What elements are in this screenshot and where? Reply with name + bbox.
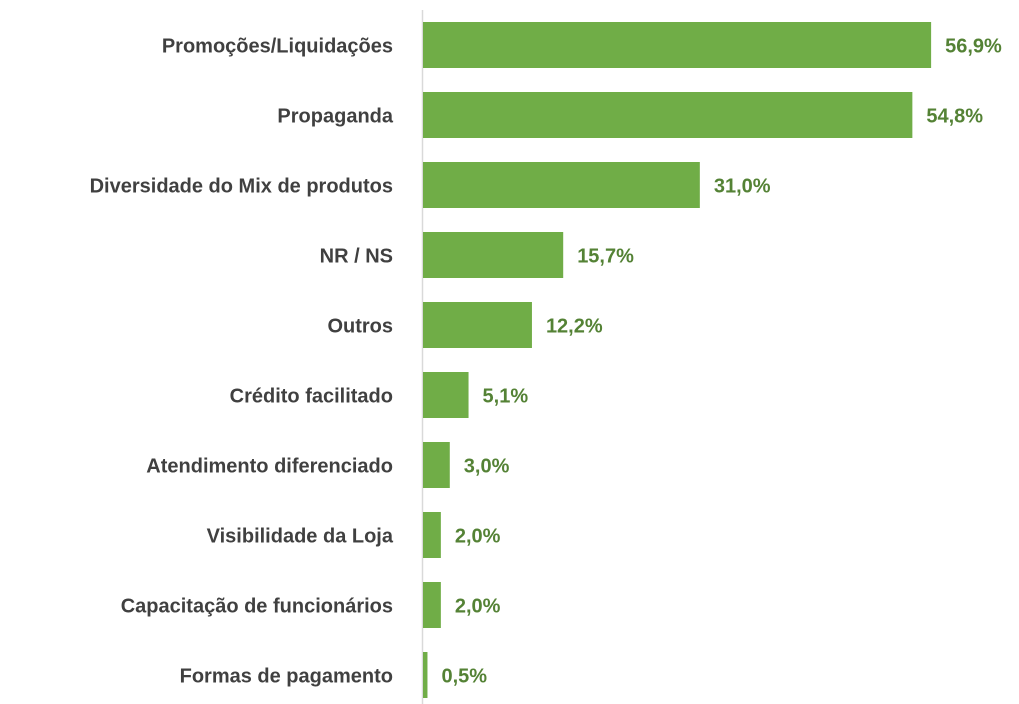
category-label: Propaganda: [277, 105, 393, 127]
bar: [423, 582, 441, 628]
category-label: Formas de pagamento: [180, 665, 393, 687]
data-label: 15,7%: [577, 245, 634, 267]
data-label: 0,5%: [441, 665, 487, 687]
data-label: 56,9%: [945, 35, 1002, 57]
category-label: Capacitação de funcionários: [121, 595, 393, 617]
category-label: NR / NS: [320, 245, 393, 267]
category-label: Promoções/Liquidações: [162, 35, 393, 57]
bar: [423, 442, 450, 488]
category-label: Diversidade do Mix de produtos: [90, 175, 393, 197]
bar: [423, 372, 469, 418]
bar: [423, 162, 700, 208]
category-label: Atendimento diferenciado: [146, 455, 393, 477]
data-label: 12,2%: [546, 315, 603, 337]
category-label: Visibilidade da Loja: [207, 525, 394, 547]
bar: [423, 652, 428, 698]
data-label: 3,0%: [464, 455, 510, 477]
data-label: 31,0%: [714, 175, 771, 197]
data-label: 2,0%: [455, 595, 501, 617]
bar: [423, 92, 913, 138]
category-label: Crédito facilitado: [230, 385, 393, 407]
category-label: Outros: [327, 315, 393, 337]
bar: [423, 302, 532, 348]
data-label: 5,1%: [483, 385, 529, 407]
data-label: 54,8%: [926, 105, 983, 127]
bar: [423, 512, 441, 558]
bar: [423, 22, 932, 68]
data-label: 2,0%: [455, 525, 501, 547]
bar: [423, 232, 564, 278]
